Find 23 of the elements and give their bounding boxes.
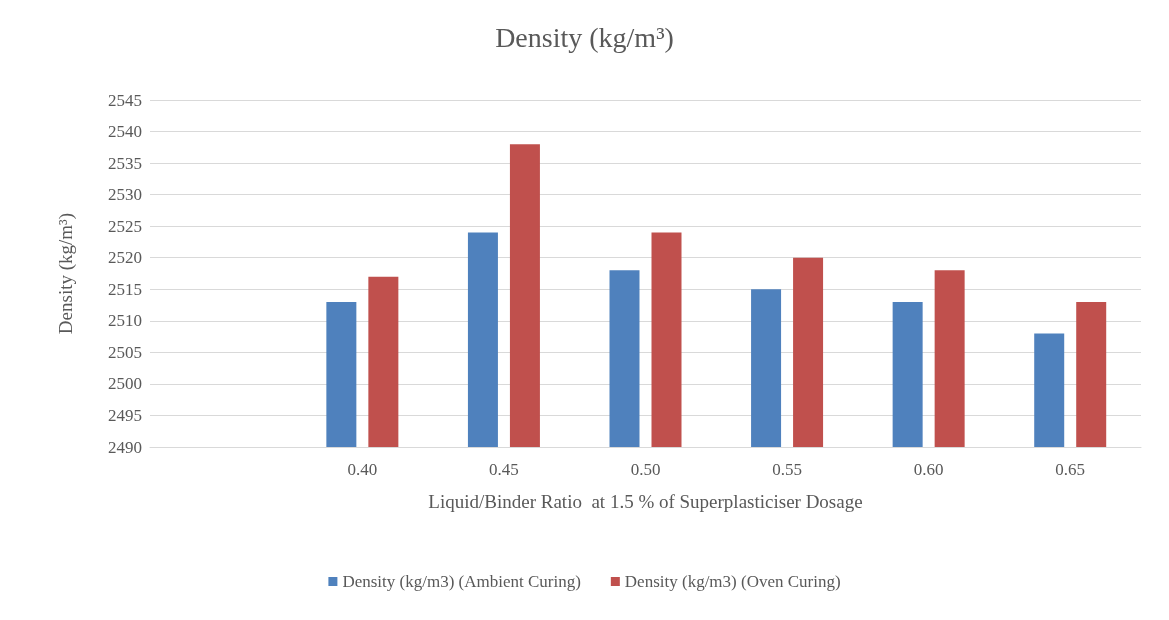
x-axis-title: Liquid/Binder Ratio at 1.5 % of Superplasticiser Dosage <box>428 491 863 512</box>
chart-title: Density (kg/m³) <box>495 21 674 53</box>
y-tick-label: 2505 <box>108 342 142 362</box>
y-tick-label: 2490 <box>108 437 142 457</box>
x-tick-label: 0.40 <box>347 460 378 479</box>
y-tick-label: 2540 <box>108 122 142 142</box>
x-tick-label: 0.60 <box>913 460 944 479</box>
y-tick-label: 2525 <box>108 216 142 236</box>
x-tick-label: 0.65 <box>1055 460 1086 479</box>
y-tick-label: 2535 <box>108 153 142 173</box>
x-tick-label: 0.50 <box>630 460 661 479</box>
y-tick-label: 2510 <box>108 311 142 331</box>
y-tick-label: 2515 <box>108 279 142 299</box>
legend-label: Density (kg/m3) (Oven Curing) <box>624 572 841 591</box>
y-tick-label: 2495 <box>108 405 142 425</box>
y-tick-label: 2500 <box>108 374 142 394</box>
y-axis-title: Density (kg/m³) <box>55 212 77 335</box>
x-tick-label: 0.45 <box>489 460 519 479</box>
y-tick-label: 2545 <box>108 90 142 110</box>
x-tick-label: 0.55 <box>772 460 802 479</box>
y-tick-label: 2530 <box>108 185 142 205</box>
legend-label: Density (kg/m3) (Ambient Curing) <box>342 572 581 591</box>
y-tick-label: 2520 <box>108 248 142 268</box>
